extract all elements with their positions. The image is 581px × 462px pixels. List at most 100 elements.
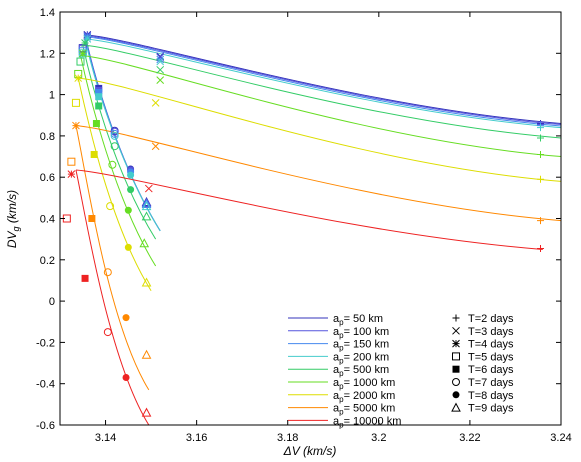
legend-marker-label: T=3 days <box>468 326 514 338</box>
data-point-s7-cross <box>151 99 160 107</box>
legend-marker-open-square <box>452 352 460 361</box>
legend-marker-filled-square <box>452 365 460 373</box>
data-point-s7-open-circle <box>106 202 115 211</box>
series-9-branch-b <box>75 169 543 250</box>
series-8-branch-a <box>75 125 150 391</box>
y-tick-label: 0.2 <box>40 255 55 267</box>
legend-label: ap= 100 km <box>333 326 389 340</box>
data-point-s4-cross <box>156 57 165 66</box>
marker-layer <box>62 30 545 417</box>
y-tick-label: -0.4 <box>36 379 55 391</box>
series-9-branch-a <box>75 169 150 426</box>
legend-label: ap= 500 km <box>333 364 389 378</box>
series-8-branch-b <box>75 125 562 222</box>
legend-marker-label: T=5 days <box>468 351 514 363</box>
data-point-s6-asterisk <box>78 49 87 58</box>
data-point-s8-cross <box>151 142 160 151</box>
data-point-s9-filled-circle <box>122 374 130 382</box>
y-tick-label: 1.4 <box>40 7 55 19</box>
data-point-s4-filled-circle <box>127 171 135 179</box>
legend-marker-label: T=9 days <box>468 403 514 415</box>
data-point-s9-asterisk <box>67 170 76 178</box>
legend-marker-open-triangle <box>451 402 461 412</box>
data-point-s4-plus <box>537 124 545 132</box>
data-point-s9-plus <box>537 244 545 252</box>
data-point-s9-cross <box>144 184 153 193</box>
data-point-s6-plus <box>537 150 545 158</box>
data-point-s7-open-square <box>71 98 80 107</box>
data-point-s9-filled-square <box>81 274 89 282</box>
legend-marker-label: T=6 days <box>468 364 514 376</box>
y-tick-label: 1.2 <box>40 48 55 60</box>
data-point-s6-open-triangle <box>139 238 150 248</box>
data-point-s9-open-triangle <box>141 407 152 417</box>
data-point-s7-asterisk <box>74 74 83 82</box>
legend-marker-label: T=2 days <box>468 313 514 325</box>
legend-marker-plus <box>452 314 460 322</box>
data-point-s3-filled-square <box>95 89 103 97</box>
series-layer <box>75 34 562 426</box>
x-tick-label: 3.2 <box>371 432 386 444</box>
series-5-branch-a <box>82 44 157 240</box>
y-tick-label: 1 <box>49 90 55 102</box>
data-point-s6-open-circle <box>108 160 117 169</box>
legend-label: ap= 200 km <box>333 351 389 365</box>
data-point-s8-filled-circle <box>122 314 130 322</box>
legend-label: ap= 150 km <box>333 339 389 353</box>
data-point-s8-asterisk <box>72 121 80 130</box>
data-point-s5-cross <box>156 65 165 74</box>
data-point-s5-open-triangle <box>141 211 152 221</box>
x-tick-label: 3.14 <box>95 432 116 444</box>
legend-marker-asterisk <box>452 339 460 348</box>
data-point-s8-filled-square <box>88 215 96 222</box>
y-tick-label: 0.8 <box>40 131 55 143</box>
legend-label: ap= 2000 km <box>333 390 395 404</box>
data-point-s5-open-circle <box>110 142 119 151</box>
x-tick-label: 3.24 <box>550 432 571 444</box>
legend-marker-label: T=8 days <box>468 390 514 402</box>
data-point-s9-open-circle <box>103 328 112 337</box>
y-axis-label: DVg (km/s) <box>5 190 21 248</box>
tick-layer: 3.14 3.16 3.18 3.2 3.22 3.24 -0.6 -0.4 -0.2 0 0.2 0… <box>36 7 572 444</box>
data-point-s7-plus <box>537 175 545 183</box>
x-axis-label: ΔV (km/s) <box>283 444 337 458</box>
data-point-s8-open-square <box>67 157 76 166</box>
data-point-s8-open-triangle <box>141 349 152 359</box>
legend-label: ap= 1000 km <box>333 377 395 391</box>
data-point-s8-plus <box>537 217 545 225</box>
series-1-branch-b <box>85 34 562 125</box>
legend-marker-open-circle <box>452 378 460 386</box>
y-tick-label: 0.6 <box>40 172 55 184</box>
y-tick-label: -0.6 <box>36 420 55 432</box>
series-6-branch-b <box>80 54 562 158</box>
data-point-s7-filled-square <box>90 150 98 158</box>
legend-marker-label: T=4 days <box>468 339 514 351</box>
series-2-branch-b <box>85 35 562 126</box>
x-tick-label: 3.16 <box>186 432 207 444</box>
data-point-s7-open-triangle <box>141 277 152 287</box>
x-tick-label: 3.18 <box>277 432 298 444</box>
data-point-s6-filled-circle <box>124 206 132 214</box>
data-point-s3-open-triangle <box>141 198 152 209</box>
x-tick-label: 3.22 <box>459 432 480 444</box>
legend-marker-filled-circle <box>452 391 460 399</box>
y-tick-label: -0.2 <box>36 337 55 349</box>
data-point-s3-open-circle <box>110 129 119 138</box>
data-point-s6-filled-square <box>92 120 100 128</box>
legend-marker-label: T=7 days <box>468 377 514 389</box>
series-6-branch-a <box>80 55 157 267</box>
data-point-s6-cross <box>156 76 165 84</box>
series-5-branch-b <box>82 44 562 139</box>
data-point-s4-open-circle <box>110 131 119 140</box>
data-point-s5-filled-circle <box>127 186 135 194</box>
data-point-s4-asterisk <box>83 34 92 43</box>
data-point-s5-asterisk <box>81 39 89 47</box>
legend-marker-cross <box>452 326 460 335</box>
data-point-s2-open-circle <box>110 127 119 136</box>
series-4-branch-b <box>85 38 562 129</box>
legend-label: ap= 5000 km <box>333 403 395 417</box>
data-point-s5-open-square <box>76 57 85 66</box>
series-3-branch-b <box>85 36 562 127</box>
